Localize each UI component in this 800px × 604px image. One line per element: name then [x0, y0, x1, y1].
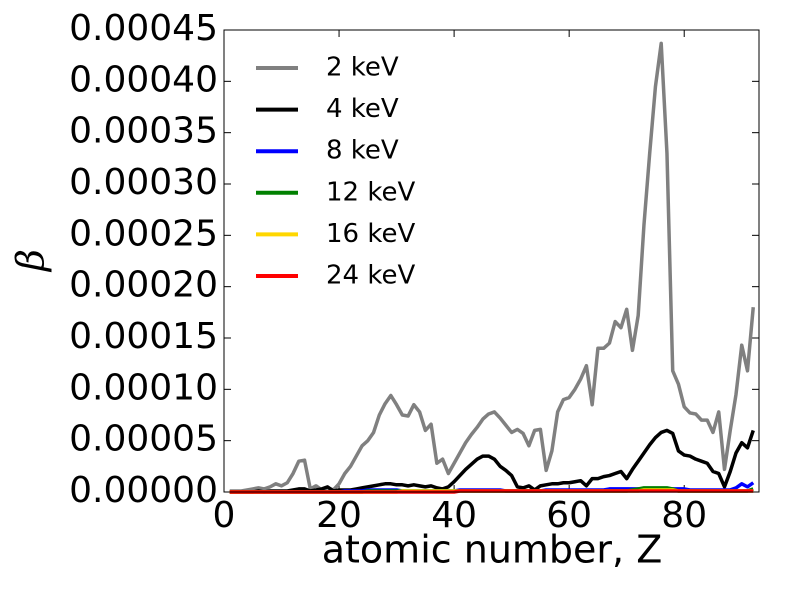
y-tick-label: 0.00030 [69, 162, 218, 203]
y-tick-label: 0.00040 [69, 59, 218, 100]
legend-label: 8 keV [326, 136, 399, 166]
plot-frame [223, 29, 760, 493]
x-tick-label: 60 [546, 495, 592, 536]
y-tick-label: 0.00025 [69, 213, 218, 254]
data-line [229, 41, 755, 493]
y-tick-label: 0.00005 [69, 419, 218, 460]
legend-label: 12 keV [326, 177, 415, 207]
legend-label: 24 keV [326, 261, 415, 291]
y-tick-label: 0.00010 [69, 367, 218, 408]
legend-label: 16 keV [326, 219, 415, 249]
x-tick-label: 40 [431, 495, 477, 536]
y-tick-label: 0.00000 [69, 470, 218, 511]
x-axis-label: atomic number, Z [322, 528, 662, 572]
data-line [229, 428, 755, 494]
y-tick-label: 0.00015 [69, 316, 218, 357]
y-tick-label: 0.00045 [69, 8, 218, 49]
x-tick-label: 0 [213, 495, 236, 536]
x-tick-label: 20 [316, 495, 362, 536]
x-tick-label: 80 [661, 495, 707, 536]
legend-label: 4 keV [326, 94, 399, 124]
legend-label: 2 keV [326, 53, 399, 83]
y-tick-label: 0.00035 [69, 111, 218, 152]
y-tick-label: 0.00020 [69, 265, 218, 306]
y-axis-label: β [9, 249, 53, 273]
